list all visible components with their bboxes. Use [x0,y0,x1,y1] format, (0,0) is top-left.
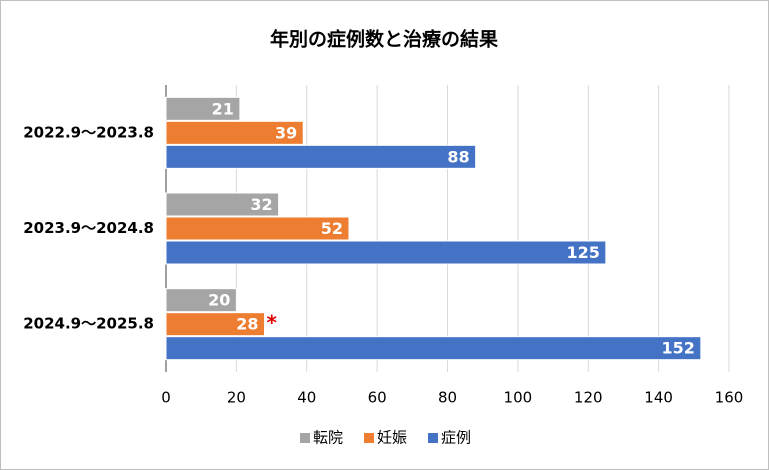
data-label: 28 [236,315,258,334]
data-label: 152 [661,339,694,358]
y-tick-label: 2023.9～2024.8 [23,219,154,237]
data-label: 125 [566,243,599,262]
x-tick-label: 80 [438,389,457,407]
data-label: 21 [212,99,234,118]
x-tick-label: 0 [161,389,171,407]
bar [165,288,237,313]
legend-swatch [428,433,438,443]
data-label: 52 [321,219,343,238]
x-tick-label: 100 [504,389,533,407]
chart-title: 年別の症例数と治療の結果 [270,28,498,51]
bar [165,336,702,361]
legend-swatch [300,433,310,443]
bar [165,120,304,145]
data-label: 20 [208,291,230,310]
data-label: 88 [447,147,469,166]
bar [165,192,280,217]
bar [165,312,266,337]
annotation: * [267,311,278,335]
x-tick-label: 60 [368,389,387,407]
bar [165,216,350,241]
legend-swatch [364,433,374,443]
bar [165,144,477,169]
x-tick-label: 160 [715,389,744,407]
legend-label: 症例 [441,429,471,447]
x-tick-label: 40 [297,389,316,407]
y-tick-label: 2024.9～2025.8 [23,315,154,333]
y-tick-label: 2022.9～2023.8 [23,123,154,141]
data-label: 39 [275,123,297,142]
bar [165,240,607,265]
legend-label: 転院 [313,429,343,447]
x-tick-label: 120 [574,389,603,407]
legend-label: 妊娠 [377,429,407,447]
x-tick-label: 20 [227,389,246,407]
bar [165,96,241,121]
x-tick-label: 140 [644,389,673,407]
data-label: 32 [250,195,272,214]
